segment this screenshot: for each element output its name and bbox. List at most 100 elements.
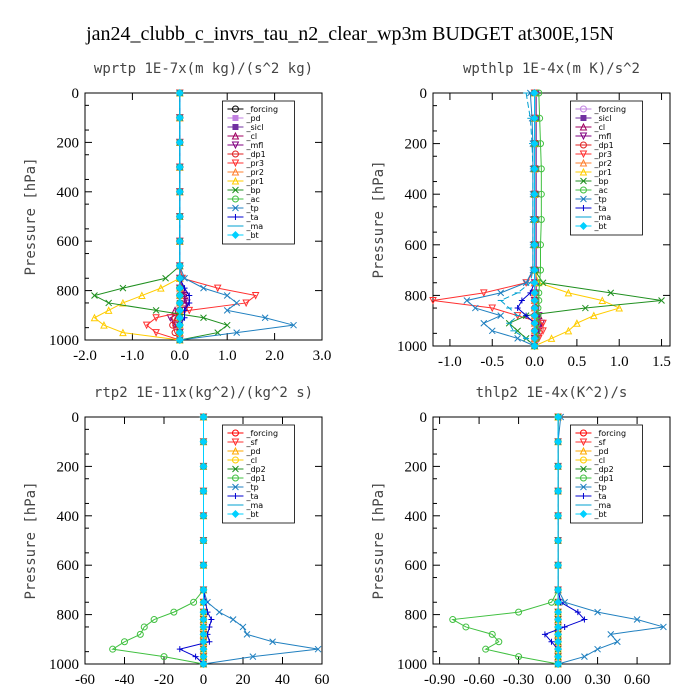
series-point-dp1: [462, 623, 470, 631]
legend-label: _forcing: [245, 105, 278, 114]
legend-marker: [579, 438, 588, 447]
x-tick-label: -0.30: [503, 672, 534, 688]
series-point-bt: [530, 164, 539, 173]
legend-label: _bp: [245, 186, 260, 195]
series-point-tp: [514, 335, 521, 342]
series-point-bt: [530, 304, 539, 313]
series-point-dp1: [515, 608, 523, 616]
series-point-pr1: [547, 334, 556, 342]
legend-box: [570, 424, 643, 524]
legend-label: _sicl: [245, 123, 263, 132]
x-tick-label: 3.0: [313, 348, 332, 364]
legend-label: _bp: [593, 177, 608, 186]
series-point-pr3: [251, 292, 260, 300]
panel-title: thlp2 1E-4x(K^2)/s: [476, 385, 628, 401]
series-point-tp: [497, 312, 505, 319]
legend-marker: [231, 446, 240, 455]
legend-label: _dp2: [245, 465, 265, 474]
series-point-bt: [554, 630, 563, 639]
series-point-bt: [175, 321, 184, 330]
legend-marker: [580, 205, 587, 211]
legend-label: _pd: [593, 447, 608, 456]
series-point-dp1: [150, 616, 158, 624]
legend-label: _ta: [593, 492, 606, 501]
x-tick-label: -1.0: [121, 348, 145, 364]
legend-marker: [232, 483, 239, 491]
y-tick-label: 800: [405, 608, 428, 624]
series-group: [109, 412, 322, 669]
legend: _forcing_sicl_cl_mfl_dp1_pr3_pr2_pr1_bp_…: [570, 100, 643, 236]
plot-frame: [432, 416, 671, 665]
series-point-tp: [480, 319, 488, 327]
y-tick-label: 1000: [397, 657, 427, 673]
series-point-tp: [660, 623, 667, 631]
series-point-pr3: [539, 327, 547, 335]
x-tick-label: 60: [315, 672, 330, 688]
series-point-bp: [105, 299, 113, 307]
series-point-dp1: [515, 653, 523, 661]
legend-marker: [579, 158, 588, 167]
series-point-tp: [633, 616, 641, 623]
y-tick-label: 600: [405, 558, 428, 574]
series-point-bt: [530, 240, 539, 249]
series-point-bt: [554, 622, 563, 631]
legend: _forcing_sf_pd_cl_dp2_dp1_tp_ta_ma_bt: [222, 424, 295, 524]
legend-label: _ma: [245, 501, 263, 510]
legend-box: [222, 424, 295, 524]
series-point-tp: [249, 653, 257, 660]
series-point-pr1: [157, 284, 165, 292]
y-tick-label: 400: [405, 187, 428, 203]
y-axis-label: Pressure [hPa]: [371, 481, 387, 599]
series-point-bt: [175, 237, 184, 246]
series-line-pr3: [432, 93, 544, 347]
series-point-tp: [181, 274, 188, 282]
panel-1: wprtp 1E-7x(m kg)/(s^2 kg) Pressure [hPa]…: [23, 61, 331, 364]
series-point-dp1: [109, 645, 117, 653]
series-point-dp1: [136, 630, 144, 638]
series-point-bt: [554, 637, 563, 646]
series-point-tp: [243, 631, 251, 638]
legend-label: _bt: [245, 510, 258, 519]
series-point-bt: [530, 319, 539, 328]
series-point-bt: [554, 511, 563, 520]
series-group: [449, 412, 667, 669]
legend-label: _mfl: [245, 141, 263, 150]
legend-label: _dp1: [593, 141, 613, 150]
series-point-bt: [554, 645, 563, 654]
series-point-bt: [554, 487, 563, 496]
legend-marker: [579, 167, 588, 176]
y-tick-label: 0: [420, 410, 428, 426]
series-point-bt: [175, 113, 184, 122]
series-point-tp: [581, 653, 588, 660]
x-tick-label: 0.30: [584, 672, 610, 688]
legend-marker: [231, 195, 239, 203]
series-point-tp: [594, 608, 601, 616]
x-tick-label: -40: [115, 672, 135, 688]
series-point-bt: [554, 536, 563, 545]
legend-label: _pr2: [245, 168, 263, 177]
y-tick-label: 600: [57, 558, 80, 574]
series-point-bp: [658, 297, 665, 304]
legend-label: _ta: [245, 213, 258, 222]
series-point-bt: [175, 291, 184, 300]
series-point-bp: [223, 321, 231, 329]
series-point-pr3: [479, 289, 488, 297]
series-point-tp: [229, 616, 237, 623]
legend-marker: [232, 115, 239, 121]
series-point-bt: [554, 437, 563, 446]
series-group: [429, 88, 665, 351]
series-point-dp1: [449, 616, 457, 624]
series-point-bt: [530, 89, 539, 97]
panel-title: rtp2 1E-11x(kg^2)/(kg^2 s): [94, 385, 313, 401]
series-point-bt: [175, 313, 184, 322]
series-point-dp1: [121, 638, 128, 646]
y-tick-label: 0: [72, 86, 80, 102]
legend-label: _cl: [245, 456, 257, 465]
y-tick-label: 800: [405, 288, 428, 304]
legend-marker: [231, 167, 240, 176]
legend-label: _tp: [245, 483, 258, 492]
legend-marker: [231, 438, 240, 447]
series-point-ta: [514, 305, 521, 312]
legend-label: _ma: [593, 213, 611, 222]
